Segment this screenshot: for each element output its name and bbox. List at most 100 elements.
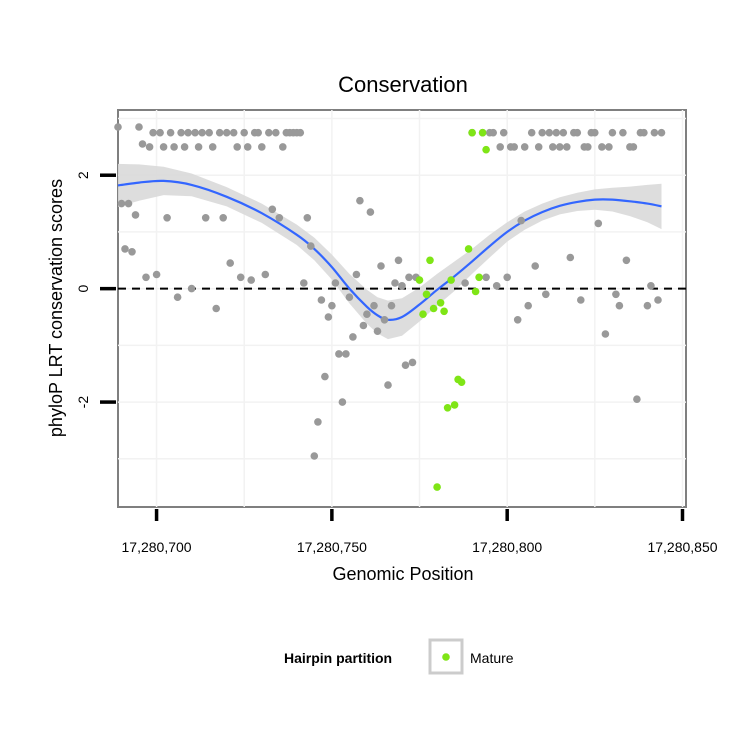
other-point <box>608 128 617 137</box>
other-point <box>391 279 399 287</box>
other-point <box>377 262 385 270</box>
other-point <box>520 143 529 151</box>
other-point <box>629 143 638 151</box>
y-axis-title: phyloP LRT conservation scores <box>46 179 66 437</box>
other-point <box>387 301 396 310</box>
x-tick-label: 17,280,800 <box>472 539 542 555</box>
other-point <box>384 381 392 389</box>
other-point <box>212 304 220 313</box>
other-point <box>114 123 122 131</box>
other-point <box>531 262 539 270</box>
other-point <box>584 143 592 151</box>
confidence-band-layer <box>118 163 662 340</box>
x-tick-label: 17,280,750 <box>297 539 367 555</box>
other-point <box>331 279 340 287</box>
mature-point <box>447 276 455 284</box>
other-point <box>226 259 234 267</box>
other-point <box>265 128 273 137</box>
mature-point <box>422 290 431 299</box>
chart-title: Conservation <box>338 72 468 97</box>
legend-label-mature: Mature <box>470 650 514 666</box>
mature-point <box>429 304 438 313</box>
other-point <box>261 270 270 279</box>
other-point <box>233 143 241 151</box>
other-point <box>363 310 371 319</box>
mature-point <box>443 404 452 412</box>
other-point <box>542 290 550 299</box>
mature-point <box>436 299 445 307</box>
mature-point <box>475 273 483 282</box>
other-point <box>170 143 178 151</box>
other-point <box>236 273 245 282</box>
smooth-line-layer <box>117 179 662 321</box>
other-point <box>577 296 585 304</box>
other-point <box>240 128 248 137</box>
other-point <box>510 143 518 151</box>
other-point <box>272 128 280 137</box>
other-point <box>194 143 203 151</box>
other-point <box>349 333 357 341</box>
other-point <box>356 196 364 205</box>
mature-point <box>457 378 466 387</box>
other-point <box>117 199 126 208</box>
other-point <box>184 128 192 137</box>
other-point <box>138 140 147 148</box>
other-point <box>492 282 501 290</box>
mature-point <box>440 307 448 316</box>
other-point <box>177 128 185 137</box>
other-point <box>370 301 378 310</box>
other-point <box>549 143 557 151</box>
other-point <box>159 143 168 151</box>
other-point <box>317 296 326 304</box>
other-point <box>208 143 217 151</box>
smooth-trend-line <box>117 179 662 321</box>
x-tick-label: 17,280,850 <box>647 539 717 555</box>
other-point <box>145 143 154 151</box>
other-point <box>394 256 403 265</box>
other-point <box>142 273 150 282</box>
other-point <box>598 143 606 151</box>
other-point <box>156 128 164 137</box>
other-point <box>633 395 641 404</box>
other-point <box>258 143 266 151</box>
other-point <box>243 143 252 151</box>
other-point <box>300 279 308 287</box>
other-point <box>499 128 508 137</box>
other-point <box>324 313 333 321</box>
other-point <box>591 128 599 137</box>
mature-point <box>478 128 487 137</box>
other-point <box>191 128 199 137</box>
other-point <box>622 256 631 265</box>
other-point <box>338 398 347 406</box>
other-point <box>640 128 648 137</box>
other-point <box>345 293 354 302</box>
other-point <box>496 143 505 151</box>
other-point <box>601 330 610 338</box>
other-point <box>180 143 189 151</box>
other-point <box>517 216 525 225</box>
other-point <box>527 128 536 137</box>
other-point <box>489 128 498 137</box>
other-point <box>296 128 305 137</box>
other-point <box>198 128 206 137</box>
other-point <box>303 214 312 222</box>
other-point <box>187 284 196 293</box>
other-point <box>538 128 546 137</box>
other-point <box>380 316 389 324</box>
other-point <box>219 214 227 222</box>
other-point <box>563 143 571 151</box>
other-point <box>657 128 666 137</box>
other-point <box>619 128 627 137</box>
other-point <box>124 199 133 208</box>
other-point <box>201 214 210 222</box>
legend: Hairpin partition Mature <box>284 638 514 675</box>
other-point <box>173 293 182 302</box>
mature-point <box>419 310 427 319</box>
mature-point <box>471 287 480 296</box>
other-point <box>401 361 410 370</box>
other-point <box>524 301 532 310</box>
other-point <box>149 128 157 137</box>
mature-point <box>468 128 476 137</box>
mature-point <box>415 276 424 284</box>
other-point <box>461 279 469 287</box>
